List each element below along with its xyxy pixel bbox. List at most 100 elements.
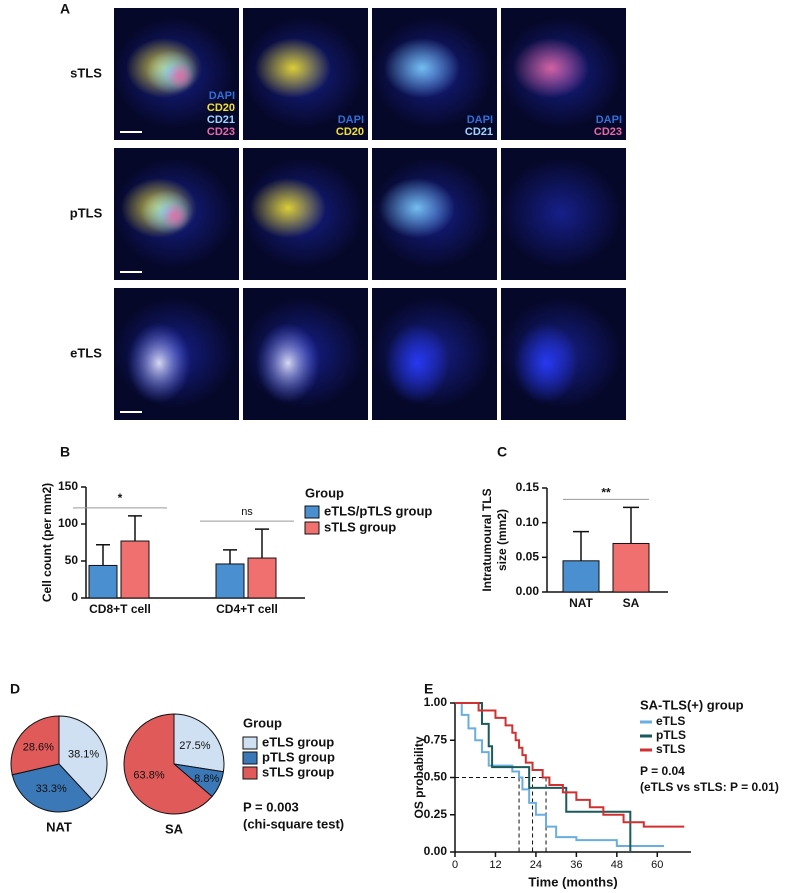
legend-label: pTLS group	[262, 749, 335, 764]
y-tick-label: 0.05	[516, 550, 540, 564]
pie-slice	[10, 715, 60, 776]
annotation: (eTLS vs sTLS: P = 0.01)	[640, 780, 779, 794]
pie-name: NAT	[46, 819, 72, 834]
tile-signal	[250, 178, 326, 238]
bar	[120, 540, 150, 599]
y-tick-label: 50	[65, 553, 79, 567]
error-bar	[623, 506, 639, 544]
panel-label: C	[497, 444, 507, 460]
y-axis-label: OS probability	[412, 736, 426, 818]
channel-label: DAPI	[338, 114, 364, 126]
tile-signal	[166, 62, 194, 90]
legend-swatch	[242, 736, 258, 750]
row-label: pTLS	[70, 205, 103, 220]
legend-label: eTLS	[656, 714, 685, 728]
channel-label: CD20	[336, 126, 364, 138]
x-tick-label: 60	[651, 859, 663, 871]
tile-signal	[255, 38, 331, 98]
pie-slice	[123, 713, 213, 815]
image-tile	[501, 288, 626, 420]
legend-label: eTLS/pTLS group	[324, 503, 432, 518]
channel-label: CD23	[207, 126, 235, 138]
tile-signal	[161, 202, 189, 230]
y-tick-label: 0.00	[516, 584, 540, 598]
significance-label: *	[118, 491, 123, 505]
error-bar	[223, 549, 237, 564]
pie-slice	[58, 715, 108, 800]
legend-title: SA-TLS(+) group	[640, 697, 744, 712]
x-tick-label: 12	[489, 859, 501, 871]
tile-signal	[514, 323, 578, 403]
pie-label: 8.8%	[194, 773, 219, 785]
legend-label: eTLS group	[262, 734, 334, 749]
pie-label: 33.3%	[36, 783, 67, 795]
y-tick-label: 0.25	[424, 807, 448, 821]
error-bar	[255, 528, 269, 559]
x-tick-label: CD8+T cell	[89, 602, 151, 616]
image-tile	[501, 148, 626, 280]
image-tile	[372, 148, 497, 280]
significance-label: **	[601, 486, 611, 500]
legend-label: sTLS group	[262, 764, 334, 779]
y-axis-label: Cell count (per mm2)	[40, 483, 54, 602]
channel-label: DAPI	[209, 90, 235, 102]
pie-name: SA	[165, 821, 184, 836]
panel-label: D	[10, 681, 20, 697]
legend-swatch	[242, 766, 258, 780]
image-tile	[243, 148, 368, 280]
legend-swatch	[304, 505, 320, 519]
legend-label: sTLS	[656, 742, 685, 756]
y-tick-label: 1.00	[424, 695, 448, 709]
annotation: P = 0.003	[243, 799, 299, 814]
pie-slice	[173, 713, 225, 773]
survival-curve	[455, 702, 665, 848]
tile-signal	[256, 323, 320, 403]
x-tick-label: SA	[623, 596, 640, 610]
x-tick-label: CD4+T cell	[216, 602, 278, 616]
tile-signal	[385, 323, 449, 403]
bar	[215, 563, 245, 599]
x-tick-label: 36	[570, 859, 582, 871]
error-bar	[573, 530, 589, 561]
tile-signal	[127, 323, 191, 403]
y-tick-label: 0.15	[516, 480, 540, 494]
x-axis-label: Time (months)	[528, 874, 617, 889]
panel-label: E	[424, 681, 433, 697]
tile-signal	[384, 38, 460, 98]
channel-label: CD21	[207, 114, 235, 126]
tile-dapi	[501, 158, 621, 268]
bar	[247, 557, 277, 599]
legend-swatch	[242, 751, 258, 765]
bar	[612, 542, 650, 593]
bar	[88, 564, 118, 599]
legend-title: Group	[305, 485, 344, 500]
error-bar	[96, 543, 110, 566]
channel-label: CD21	[465, 126, 493, 138]
channel-label: CD23	[594, 126, 622, 138]
image-tile	[243, 288, 368, 420]
channel-label: DAPI	[596, 114, 622, 126]
image-tile	[114, 148, 239, 280]
error-bar	[128, 515, 142, 542]
survival-curve	[455, 702, 685, 828]
y-axis-label: Intratumoural TLS	[480, 488, 494, 591]
y-tick-label: 0.75	[424, 732, 448, 746]
image-tile	[114, 288, 239, 420]
channel-label: CD20	[207, 102, 235, 114]
tile-signal	[513, 38, 589, 98]
tile-signal	[379, 178, 455, 238]
legend-title: Group	[243, 715, 282, 730]
y-tick-label: 100	[58, 516, 78, 530]
pie-label: 28.6%	[23, 741, 54, 753]
annotation: P = 0.04	[640, 764, 685, 778]
y-axis-label: size (mm2)	[495, 509, 509, 571]
y-tick-label: 0.10	[516, 515, 540, 529]
pie-label: 63.8%	[133, 769, 164, 781]
x-tick-label: 0	[452, 859, 458, 871]
y-tick-label: 0.50	[424, 770, 448, 784]
pie-label: 27.5%	[179, 740, 210, 752]
